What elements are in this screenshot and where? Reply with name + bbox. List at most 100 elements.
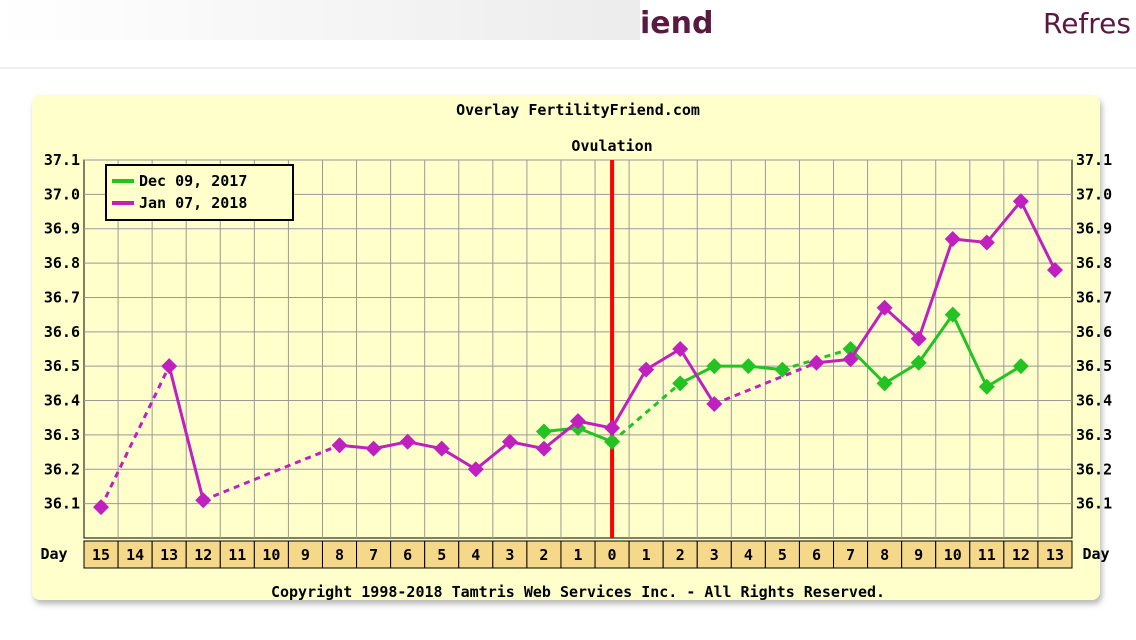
- x-tick-label: 7: [846, 546, 855, 564]
- data-point: [706, 358, 723, 375]
- day-cell: [424, 540, 460, 569]
- legend-label: Dec 09, 2017: [139, 172, 247, 190]
- data-point: [570, 413, 586, 430]
- data-point: [161, 358, 178, 375]
- day-cell: [696, 540, 732, 569]
- day-cell: [117, 540, 153, 569]
- series-line: [167, 365, 205, 501]
- data-point: [638, 361, 655, 378]
- series-line: [816, 198, 1057, 365]
- x-tick-label: 8: [335, 546, 344, 564]
- data-point: [672, 341, 689, 357]
- y2-tick-label: 36.1: [1076, 495, 1112, 513]
- data-point: [1046, 261, 1063, 278]
- y-tick-label: 36.5: [44, 357, 80, 375]
- day-cell: [867, 540, 903, 569]
- day-cell: [901, 540, 937, 569]
- data-point: [808, 354, 825, 371]
- x-tick-label: 12: [194, 546, 212, 564]
- copyright: Copyright 1998-2018 Tamtris Web Services…: [271, 583, 885, 601]
- series-line: [849, 311, 1022, 389]
- day-cell: [219, 540, 255, 569]
- data-point: [1012, 193, 1029, 210]
- refresh-button[interactable]: Refres: [1043, 7, 1131, 40]
- day-cell: [764, 540, 800, 569]
- y-tick-label: 37.0: [44, 185, 80, 203]
- gap-line: [99, 365, 171, 508]
- day-cell: [833, 540, 869, 569]
- x-tick-label: 10: [262, 546, 280, 564]
- x-tick-label: 4: [744, 546, 753, 564]
- x-tick-label: 6: [812, 546, 821, 564]
- data-point: [740, 358, 757, 375]
- y2-tick-label: 36.3: [1076, 426, 1112, 444]
- data-point: [501, 433, 518, 450]
- data-point: [331, 437, 348, 454]
- data-point: [535, 440, 552, 457]
- y2-tick-label: 37.0: [1076, 185, 1112, 203]
- data-point: [944, 306, 961, 323]
- x-tick-label: 8: [880, 546, 889, 564]
- gap-line: [611, 382, 682, 443]
- x-tick-label: 10: [944, 546, 962, 564]
- data-point: [433, 440, 450, 457]
- y2-tick-label: 36.4: [1076, 392, 1112, 410]
- x-tick-label: 12: [1012, 546, 1030, 564]
- x-tick-label: 6: [403, 546, 412, 564]
- day-cell: [560, 540, 596, 569]
- day-cell: [628, 540, 664, 569]
- data-point: [876, 299, 893, 316]
- ovulation-label: Ovulation: [571, 137, 652, 155]
- data-point: [1012, 358, 1029, 375]
- x-tick-label: 15: [92, 546, 110, 564]
- day-cell: [594, 540, 630, 569]
- y-tick-label: 37.1: [44, 151, 80, 169]
- data-point: [535, 423, 552, 440]
- data-point: [195, 492, 212, 509]
- y-tick-label: 36.2: [44, 460, 80, 478]
- x-tick-label: 14: [126, 546, 144, 564]
- data-point: [365, 440, 382, 457]
- data-point: [910, 330, 927, 347]
- y2-tick-label: 36.6: [1076, 323, 1112, 341]
- day-cell: [287, 540, 323, 569]
- y2-tick-label: 36.7: [1076, 288, 1112, 306]
- x-tick-label: 11: [978, 546, 996, 564]
- x-tick-label: 3: [710, 546, 719, 564]
- day-cell: [185, 540, 221, 569]
- gap-line: [202, 443, 341, 502]
- x-tick-label: 2: [676, 546, 685, 564]
- legend-box: [105, 164, 294, 221]
- x-tick-label: 5: [778, 546, 787, 564]
- x-tick-label: 4: [471, 546, 480, 564]
- y-tick-label: 36.3: [44, 426, 80, 444]
- y-tick-label: 36.8: [44, 254, 80, 272]
- x-tick-label: 1: [642, 546, 651, 564]
- day-cell: [1037, 540, 1073, 569]
- x-tick-label: 11: [228, 546, 246, 564]
- x-tick-label: 3: [505, 546, 514, 564]
- plot-area: [83, 159, 1073, 539]
- y2-tick-label: 36.9: [1076, 220, 1112, 238]
- legend: Dec 09, 2017 Jan 07, 2018: [105, 164, 294, 221]
- y-tick-label: 36.7: [44, 288, 80, 306]
- x-tick-label: 0: [608, 546, 617, 564]
- x-tick-label: 1: [573, 546, 582, 564]
- gap-line: [713, 361, 818, 406]
- data-point: [467, 461, 484, 478]
- header-title: iend: [640, 6, 713, 41]
- y-tick-label: 36.9: [44, 220, 80, 238]
- day-cell: [1003, 540, 1039, 569]
- day-cell: [492, 540, 528, 569]
- data-point: [706, 395, 723, 412]
- day-cell: [321, 540, 358, 569]
- data-point: [910, 354, 927, 371]
- day-cell: [730, 540, 766, 569]
- data-point: [604, 420, 621, 437]
- chart-title: Overlay FertilityFriend.com: [456, 101, 700, 119]
- x-tick-label: 5: [437, 546, 446, 564]
- data-point: [399, 433, 416, 450]
- y-tick-label: 36.6: [44, 323, 80, 341]
- y2-tick-label: 36.8: [1076, 254, 1112, 272]
